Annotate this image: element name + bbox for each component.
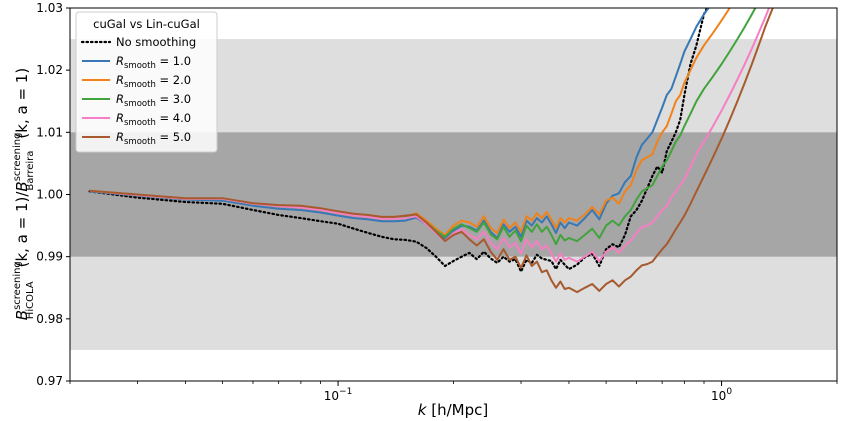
legend-label-4: Rsmooth = 4.0 bbox=[116, 111, 191, 128]
y-tick-label-6: 1.03 bbox=[36, 1, 63, 15]
x-tick-label-1: 100 bbox=[711, 387, 732, 403]
y-tick-label-4: 1.01 bbox=[36, 125, 63, 139]
confidence-bands bbox=[70, 39, 837, 350]
series-line-4 bbox=[89, 8, 771, 263]
series-lines bbox=[88, 8, 774, 294]
x-axis: 10−1 100 bbox=[69, 381, 838, 403]
legend-label-2: Rsmooth = 2.0 bbox=[116, 73, 191, 90]
legend-label-0: No smoothing bbox=[116, 35, 196, 49]
y-tick-label-5: 1.02 bbox=[36, 63, 63, 77]
y-axis: 0.97 0.98 0.99 1.00 1.01 1.02 1.03 bbox=[36, 1, 70, 388]
legend-label-3: Rsmooth = 3.0 bbox=[116, 92, 191, 109]
x-tick-label-0: 10−1 bbox=[324, 387, 353, 403]
series-line-0 bbox=[88, 8, 709, 273]
y-axis-label: Bscreening HiCOLA(k, a = 1)/Bscreening Bar… bbox=[12, 68, 36, 320]
legend-box bbox=[75, 11, 218, 153]
series-line-5 bbox=[89, 8, 774, 294]
legend-label-1: Rsmooth = 1.0 bbox=[116, 54, 191, 71]
y-tick-label-0: 0.97 bbox=[36, 374, 63, 388]
y-tick-label-1: 0.98 bbox=[36, 312, 63, 326]
series-line-1 bbox=[89, 8, 710, 239]
legend-label-5: Rsmooth = 5.0 bbox=[116, 130, 191, 147]
legend-title: cuGal vs Lin-cuGal bbox=[93, 17, 200, 31]
x-axis-label: k [h/Mpc] bbox=[418, 401, 488, 419]
y-tick-label-3: 1.00 bbox=[36, 188, 63, 202]
y-tick-label-2: 0.99 bbox=[36, 250, 63, 264]
legend: cuGal vs Lin-cuGal No smoothing Rsmooth = … bbox=[75, 11, 218, 153]
